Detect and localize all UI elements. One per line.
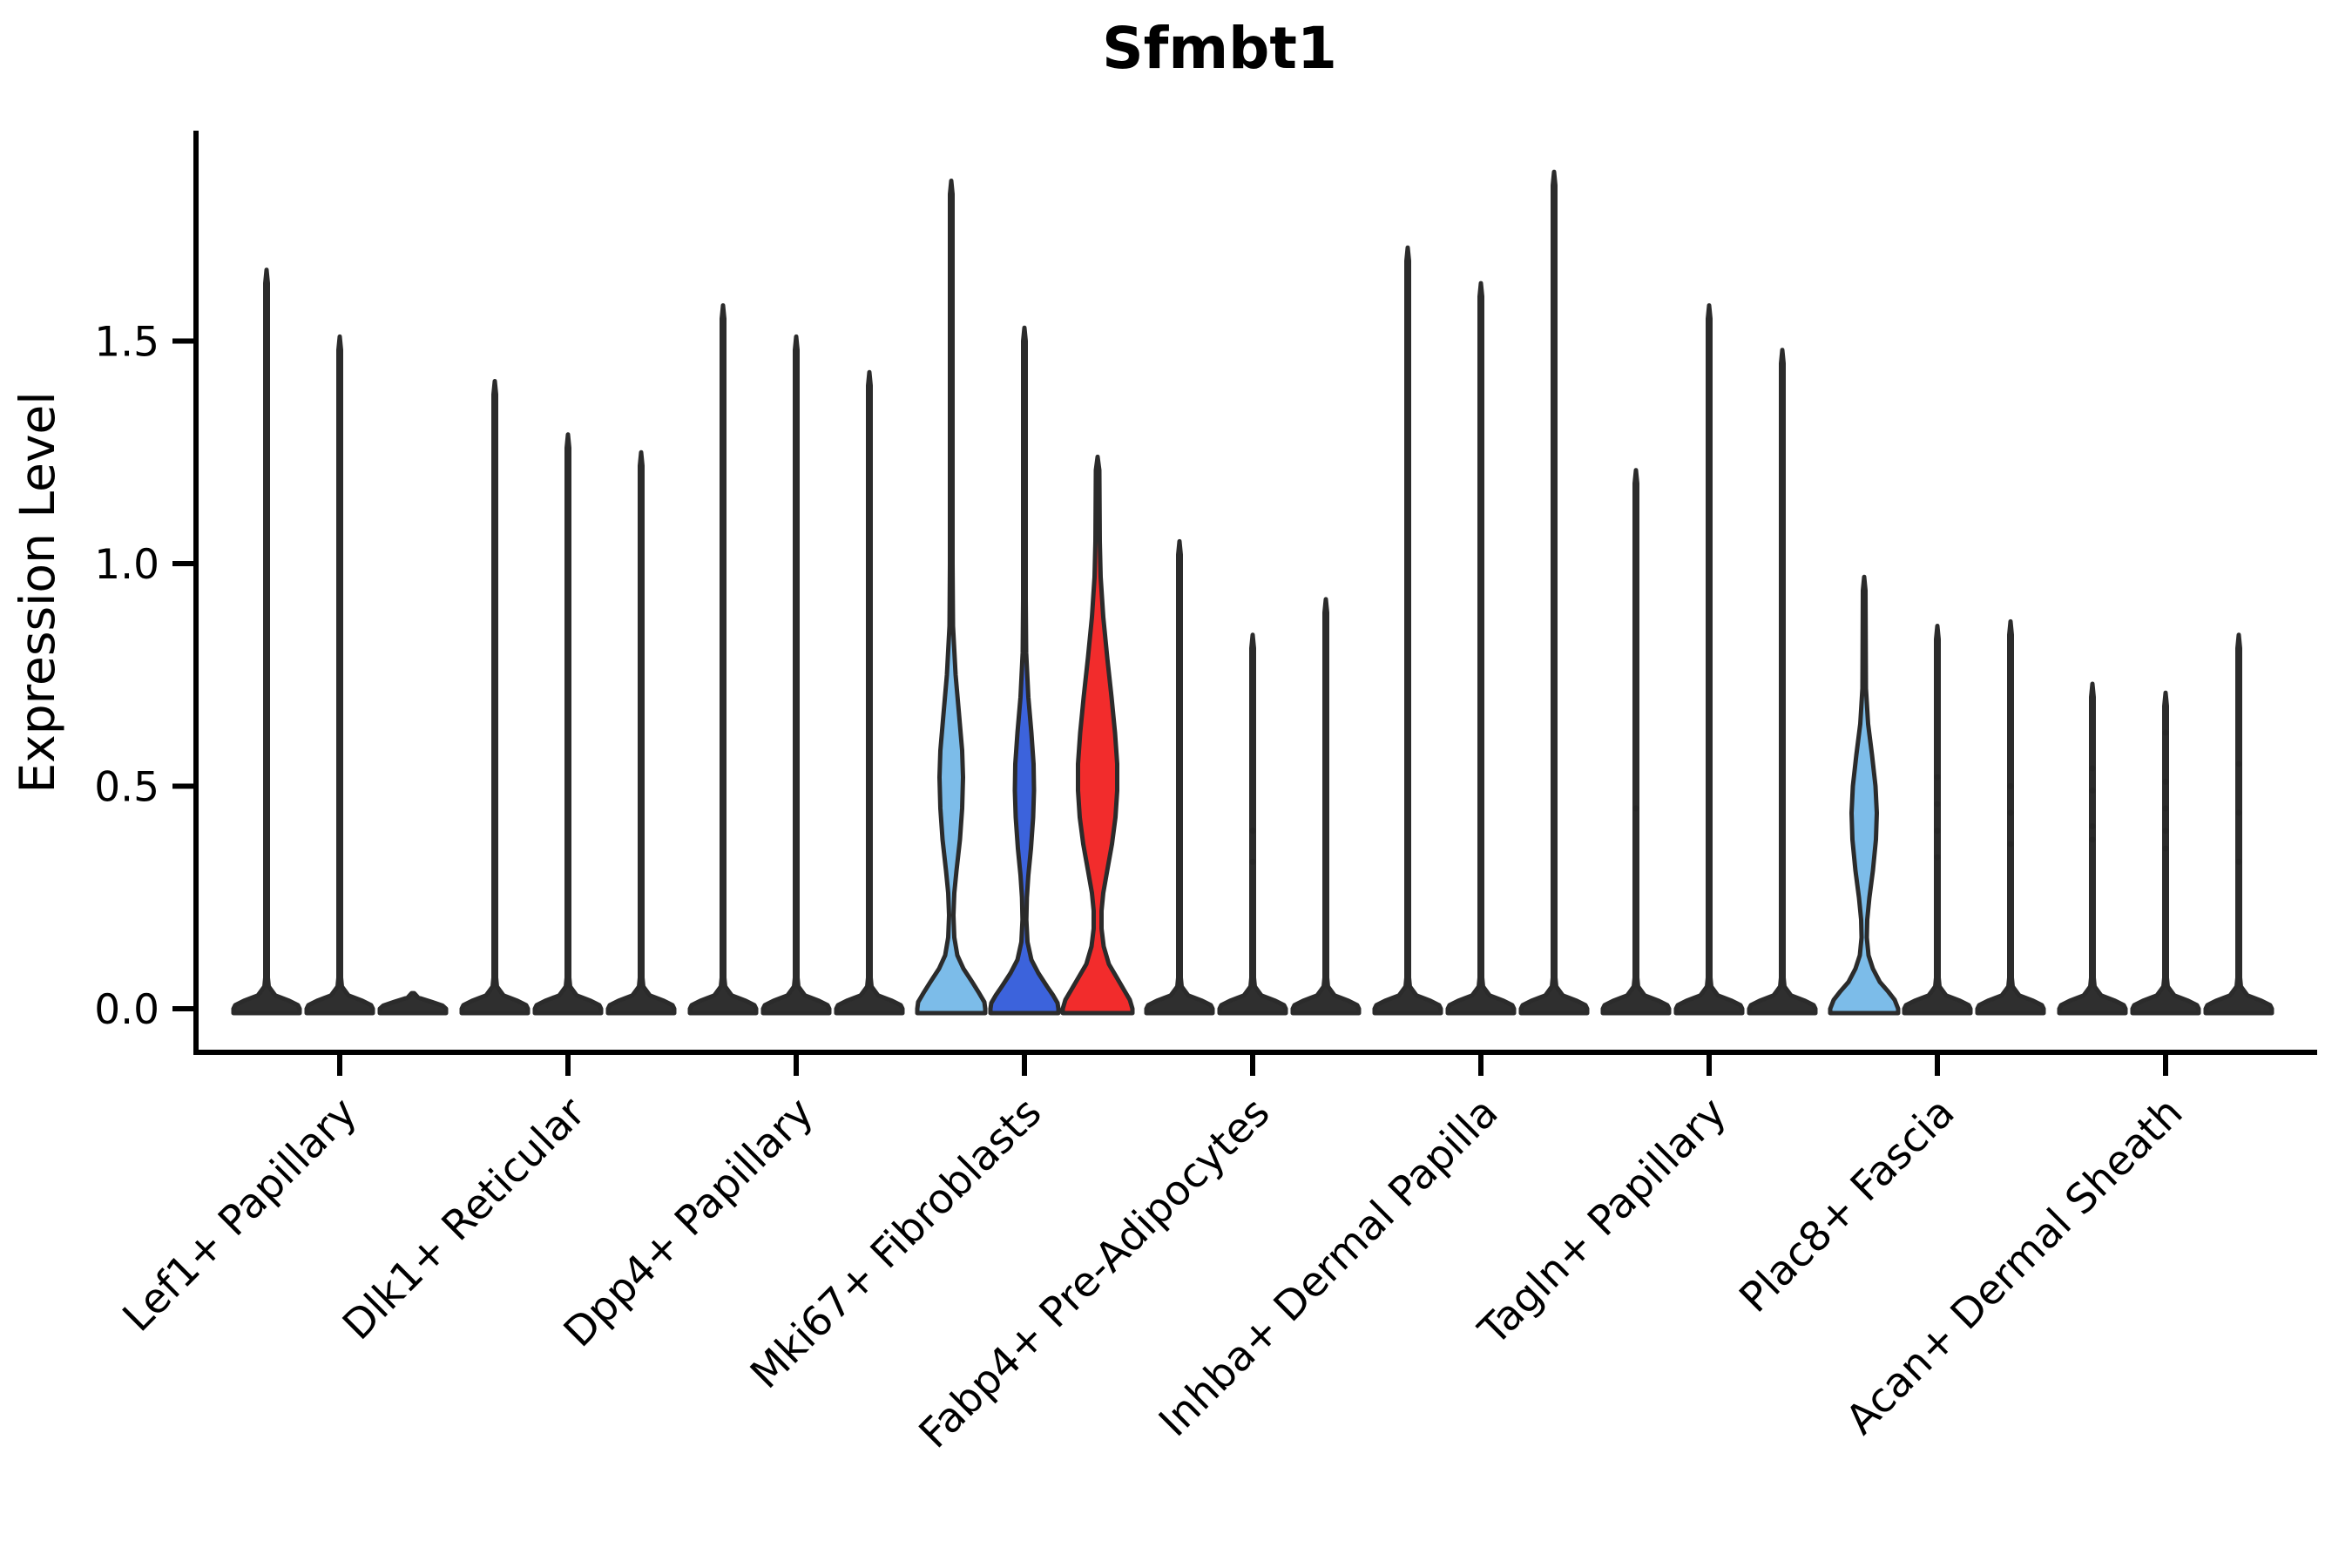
x-tick-label: Dpp4+ Papillary <box>555 1089 823 1357</box>
violin-shapes <box>231 169 2274 1016</box>
y-tick-label: 1.5 <box>94 319 159 367</box>
x-tick-label: Tagln+ Papillary <box>1470 1089 1736 1355</box>
chart-title: Sfmbt1 <box>1102 15 1337 82</box>
y-axis-label: Expression Level <box>10 391 65 793</box>
jitter-points <box>1249 729 2242 865</box>
x-tick-labels: Lef1+ Papillary Dlk1+ Reticular Dpp4+ Pa… <box>114 1088 2193 1457</box>
y-tick-label: 0.5 <box>94 764 159 812</box>
x-tick-label: Lef1+ Papillary <box>114 1089 367 1342</box>
y-tick-label: 1.0 <box>94 541 159 589</box>
x-tick-label: Plac8+ Fascia <box>1731 1089 1964 1322</box>
y-tick-label: 0.0 <box>94 986 159 1034</box>
y-tick-labels: 0.0 0.5 1.0 1.5 <box>94 319 159 1035</box>
x-tick-label: Dlk1+ Reticular <box>334 1088 595 1349</box>
axes <box>172 131 2317 1076</box>
